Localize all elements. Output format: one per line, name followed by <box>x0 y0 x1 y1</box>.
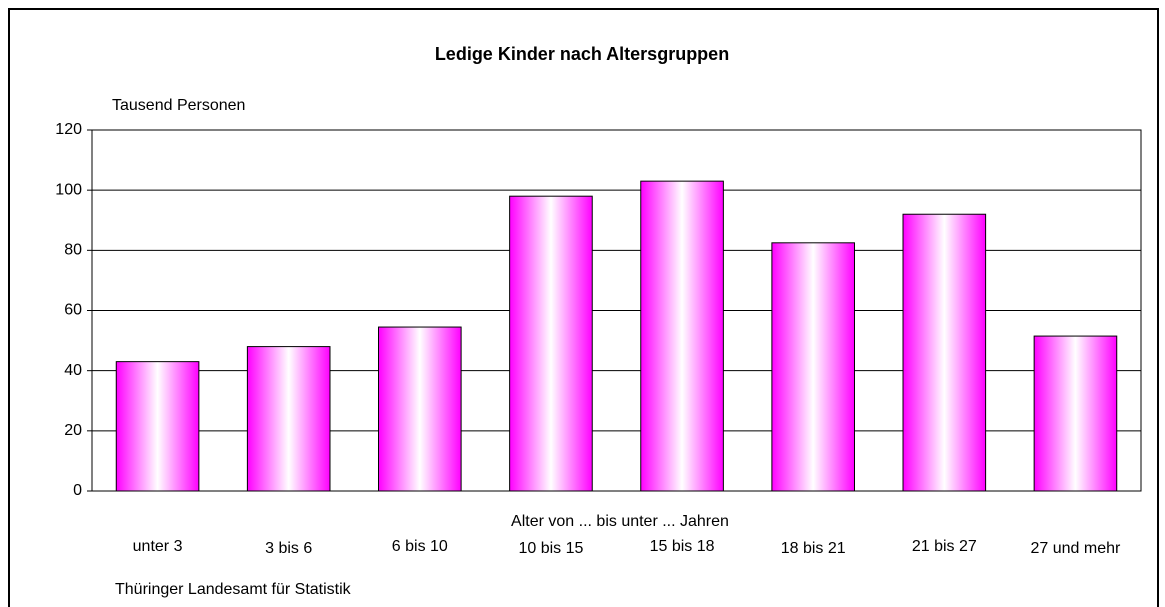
bar <box>246 346 331 492</box>
y-tick-label: 120 <box>55 121 82 138</box>
x-axis-label: Alter von ... bis unter ... Jahren <box>511 513 729 530</box>
y-tick-label: 40 <box>64 362 82 379</box>
y-tick-label: 60 <box>64 302 82 319</box>
bar <box>902 213 987 492</box>
x-tick-label: 21 bis 27 <box>912 538 977 555</box>
source: Thüringer Landesamt für Statistik <box>115 581 352 598</box>
x-tick-label: 10 bis 15 <box>518 540 583 557</box>
bar <box>378 326 462 492</box>
x-tick-label: 27 und mehr <box>1031 540 1122 557</box>
y-tick-label: 20 <box>64 422 82 439</box>
x-tick-label: 6 bis 10 <box>392 538 448 555</box>
x-tick-label: 3 bis 6 <box>265 540 312 557</box>
bar <box>509 195 593 492</box>
y-tick-label: 0 <box>73 482 82 499</box>
x-tick-label: 18 bis 21 <box>781 540 846 557</box>
x-tick-label: 15 bis 18 <box>650 538 715 555</box>
bar <box>115 361 200 492</box>
y-tick-label: 80 <box>64 242 82 259</box>
bar <box>640 180 724 492</box>
chart-title: Ledige Kinder nach Altersgruppen <box>435 44 729 64</box>
x-tick-label: unter 3 <box>133 538 183 555</box>
bar <box>771 242 855 492</box>
y-axis-label: Tausend Personen <box>112 97 245 114</box>
y-tick-label: 100 <box>55 181 82 198</box>
bar <box>1033 335 1118 492</box>
